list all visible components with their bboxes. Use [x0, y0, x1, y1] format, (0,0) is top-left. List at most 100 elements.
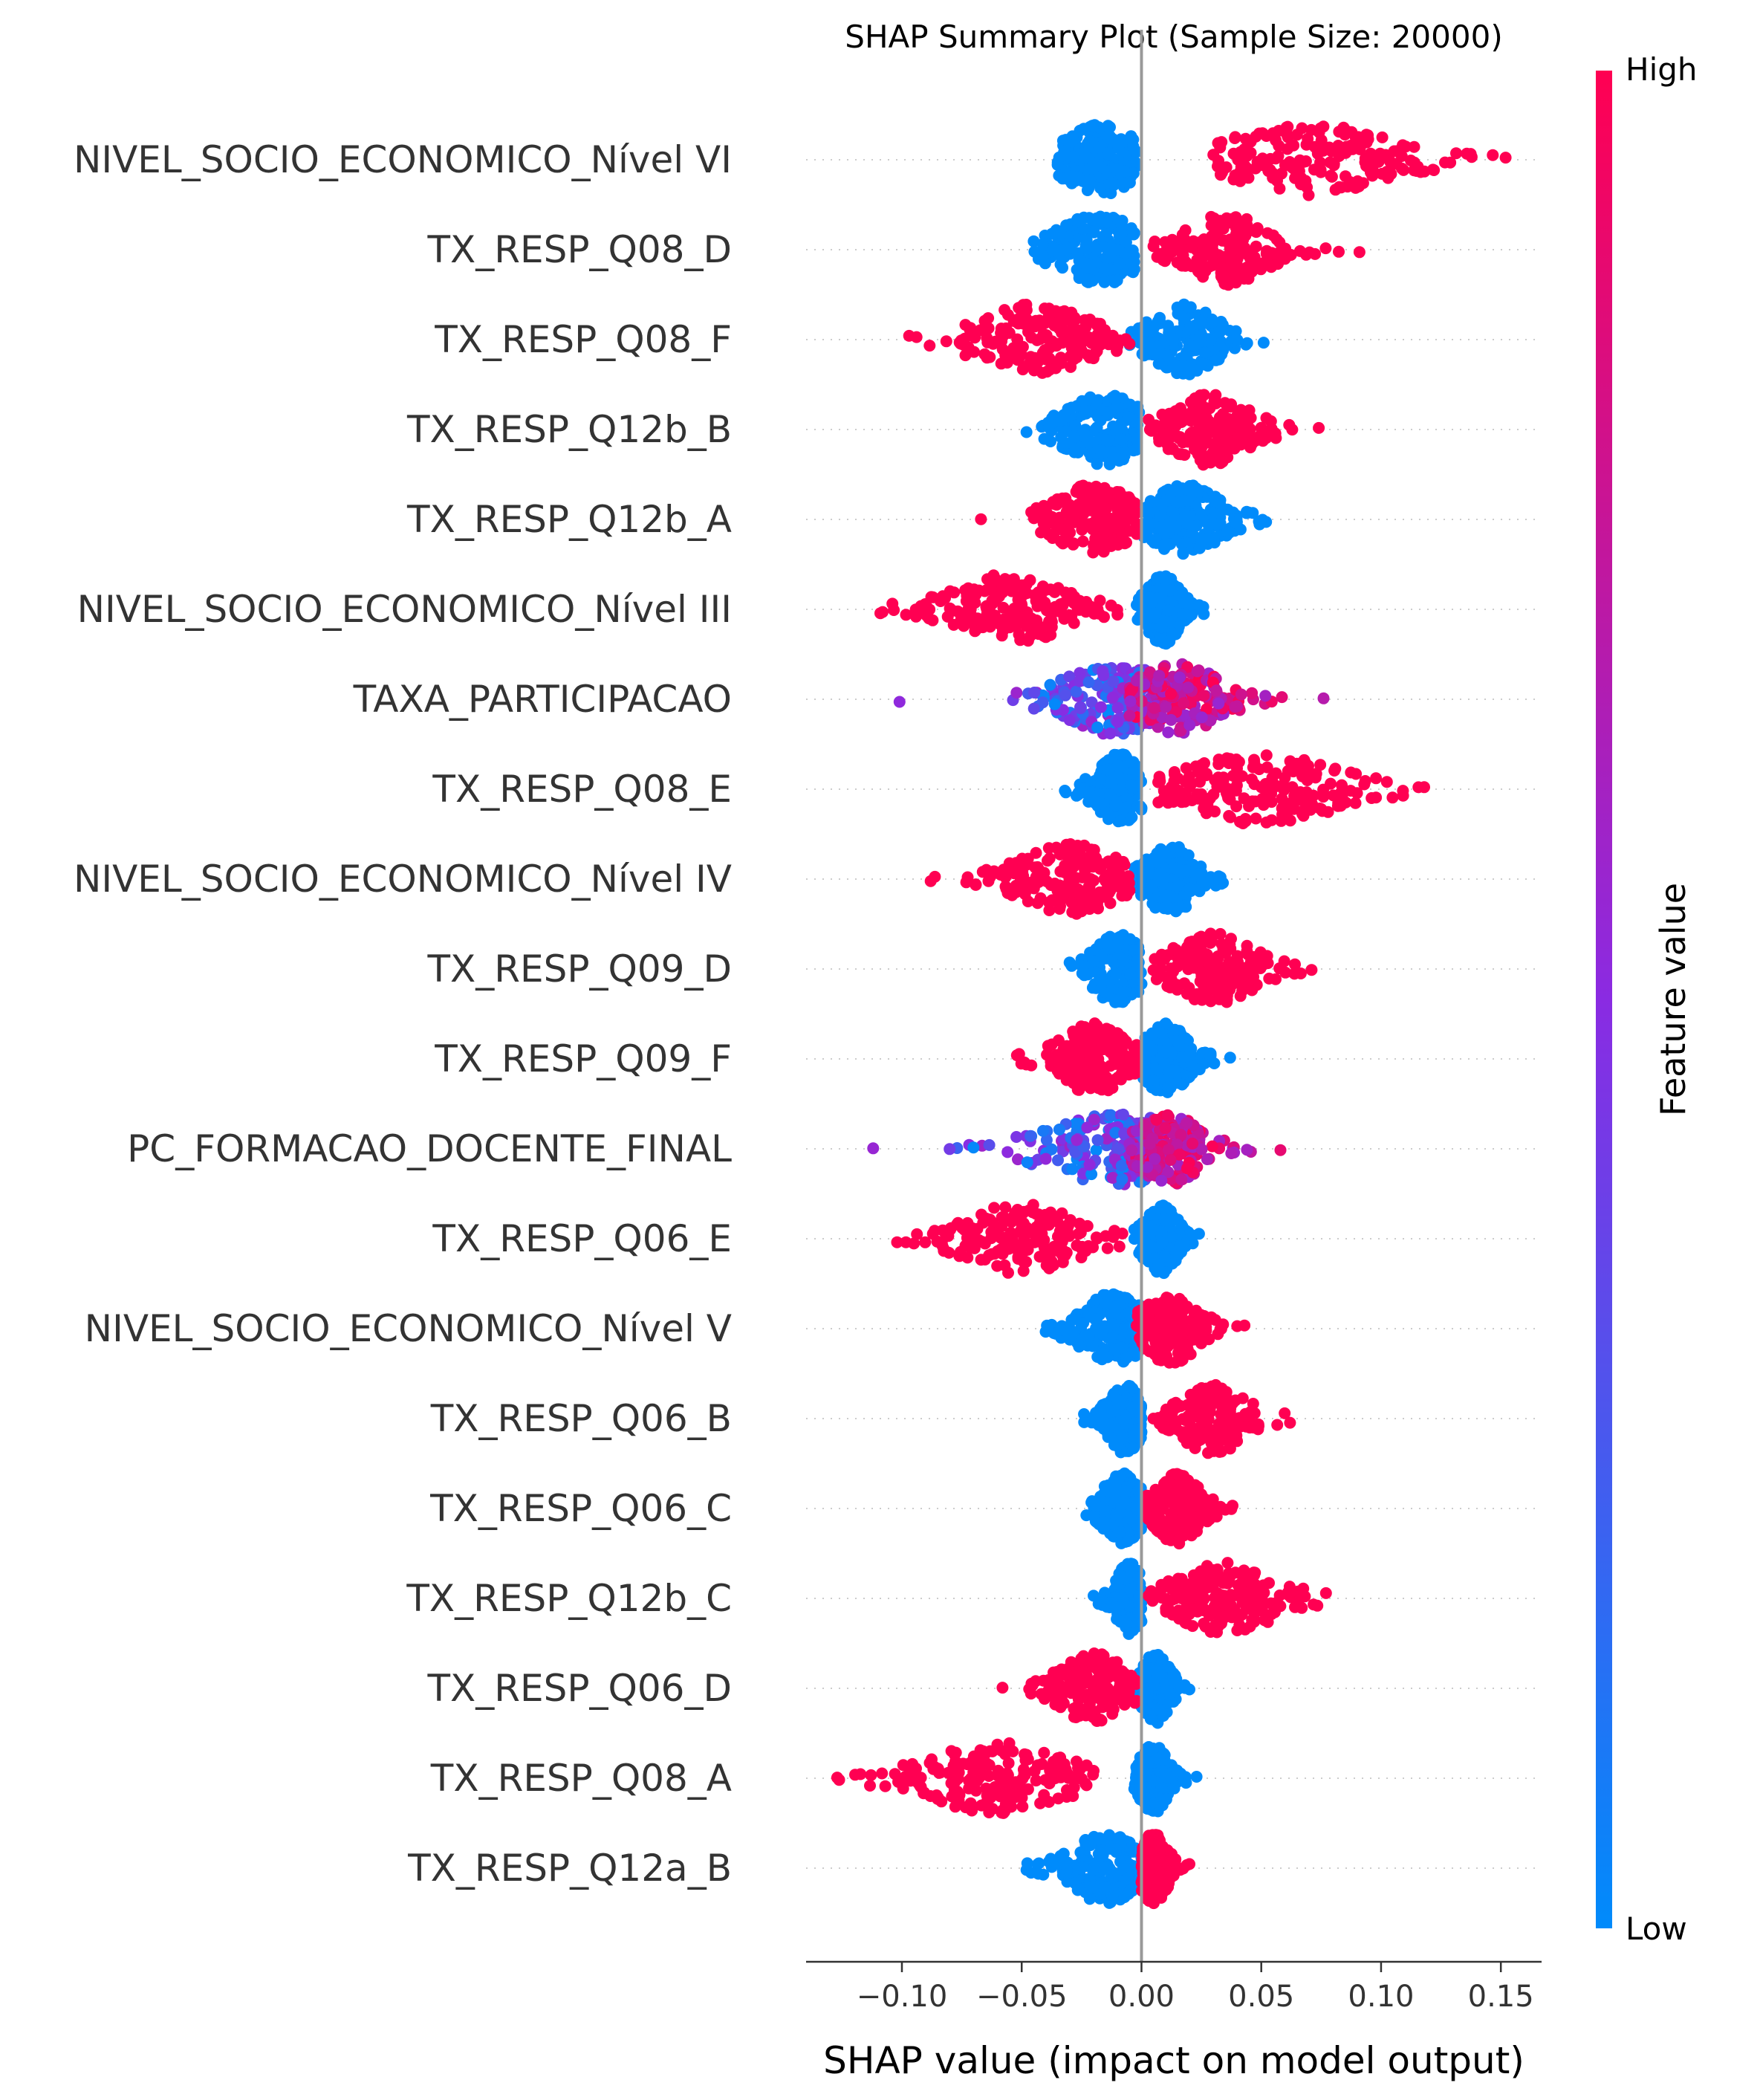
- shap-point: [1198, 533, 1210, 545]
- shap-point: [1149, 902, 1161, 914]
- shap-point: [1045, 679, 1056, 691]
- shap-point: [1265, 415, 1277, 427]
- shap-point: [1171, 902, 1183, 914]
- shap-point: [984, 1139, 996, 1151]
- shap-point: [1120, 236, 1132, 248]
- shap-point: [1029, 363, 1041, 375]
- shap-point: [1144, 1208, 1156, 1220]
- shap-point: [1232, 334, 1244, 346]
- shap-point: [1030, 847, 1042, 859]
- shap-point: [1027, 1199, 1039, 1211]
- shap-point: [1294, 245, 1306, 257]
- shap-point: [1166, 485, 1178, 497]
- shap-point: [1295, 172, 1307, 184]
- shap-point: [1126, 779, 1137, 791]
- shap-point: [1090, 891, 1102, 903]
- shap-point: [1055, 605, 1067, 617]
- shap-point: [1144, 1239, 1156, 1251]
- shap-point: [1054, 314, 1066, 326]
- shap-point: [1214, 326, 1226, 338]
- shap-point: [1273, 140, 1285, 152]
- shap-point: [1002, 1267, 1014, 1279]
- shap-point: [1072, 1083, 1084, 1095]
- shap-point: [1197, 876, 1209, 888]
- shap-point: [1016, 600, 1027, 612]
- shap-point: [1332, 797, 1344, 809]
- shap-point: [1060, 437, 1072, 449]
- shap-point: [1122, 411, 1134, 423]
- shap-point: [1294, 155, 1306, 166]
- shap-point: [1165, 1154, 1177, 1166]
- shap-point: [1212, 758, 1224, 770]
- shap-point: [1186, 323, 1198, 335]
- shap-point: [1261, 762, 1273, 774]
- shap-point: [1119, 986, 1131, 998]
- shap-point: [1114, 508, 1126, 520]
- shap-point: [877, 606, 889, 618]
- shap-point: [1225, 1147, 1237, 1159]
- shap-point: [1333, 126, 1345, 137]
- shap-point: [1111, 604, 1123, 616]
- shap-point: [1281, 129, 1293, 140]
- shap-point: [1370, 772, 1382, 784]
- shap-point: [1124, 968, 1136, 980]
- shap-point: [975, 1254, 987, 1265]
- shap-point: [1212, 698, 1224, 710]
- shap-point: [1043, 842, 1055, 854]
- shap-point: [1397, 164, 1409, 176]
- shap-point: [1181, 762, 1192, 774]
- shap-point: [1007, 342, 1019, 354]
- shap-point: [1224, 527, 1235, 539]
- shap-point: [1173, 410, 1185, 422]
- shap-point: [1366, 170, 1378, 182]
- shap-point: [1093, 142, 1105, 154]
- shap-point: [1183, 883, 1195, 895]
- shap-point: [1099, 1035, 1111, 1047]
- shap-point: [1087, 955, 1099, 967]
- shap-point: [1218, 235, 1230, 247]
- shap-point: [923, 340, 935, 351]
- shap-point: [1188, 482, 1200, 494]
- shap-point: [1204, 982, 1215, 994]
- shap-point: [1312, 148, 1324, 160]
- shap-point: [1060, 786, 1072, 798]
- shap-point: [1276, 691, 1288, 703]
- shap-point: [1191, 519, 1203, 531]
- shap-point: [1059, 586, 1071, 598]
- shap-point: [1085, 392, 1097, 404]
- shap-point: [1185, 396, 1197, 408]
- shap-point: [1049, 699, 1061, 710]
- shap-point: [1040, 1153, 1052, 1165]
- shap-point: [1039, 302, 1051, 314]
- shap-point: [1363, 133, 1374, 145]
- shap-point: [1094, 182, 1106, 194]
- shap-point: [1196, 711, 1208, 723]
- shap-point: [1199, 346, 1211, 358]
- shap-point: [1221, 217, 1233, 229]
- shap-point: [988, 1202, 1000, 1213]
- shap-point: [867, 1142, 879, 1154]
- shap-point: [1064, 714, 1076, 726]
- shap-point: [1221, 161, 1233, 173]
- shap-point: [1127, 140, 1139, 152]
- shap-point: [1103, 764, 1115, 776]
- shap-point: [1061, 506, 1073, 518]
- shap-point: [1354, 143, 1366, 155]
- shap-point: [1176, 796, 1188, 808]
- shap-point: [1012, 1204, 1024, 1216]
- feature-label: TX_RESP_Q08_E: [432, 768, 732, 811]
- shap-point: [1146, 597, 1158, 609]
- feature-label: TX_RESP_Q08_A: [430, 1757, 732, 1800]
- shap-point: [1087, 120, 1099, 132]
- shap-point: [1285, 755, 1296, 767]
- shap-point: [1039, 522, 1051, 534]
- shap-point: [1022, 1244, 1034, 1256]
- shap-point: [1091, 483, 1103, 495]
- shap-point: [1175, 1173, 1187, 1185]
- shap-point: [1152, 251, 1163, 263]
- shap-point: [1016, 612, 1027, 623]
- shap-point: [1250, 813, 1261, 825]
- shap-point: [1143, 622, 1155, 634]
- shap-point: [1123, 710, 1135, 722]
